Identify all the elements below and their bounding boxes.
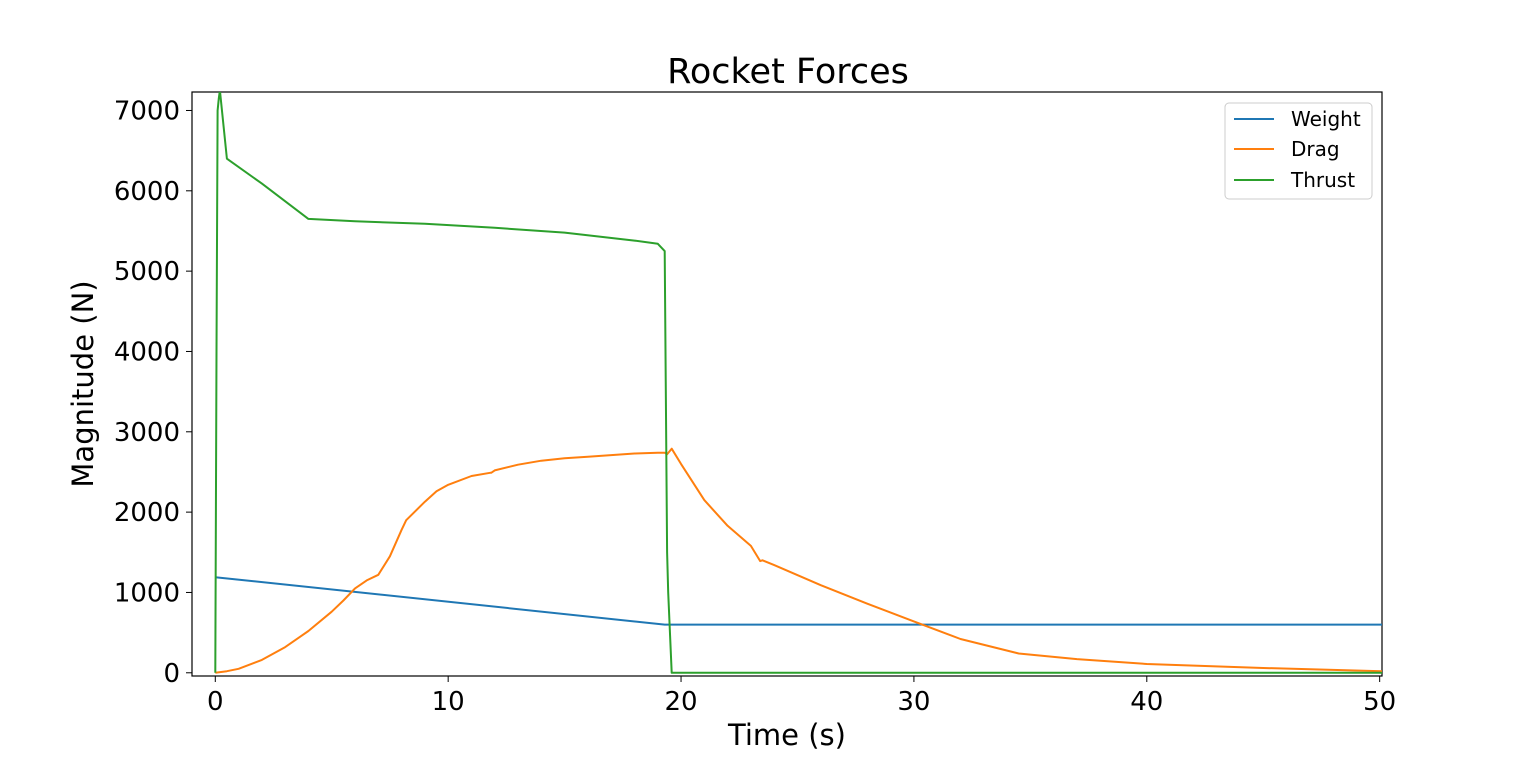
legend-label-drag: Drag <box>1291 137 1340 161</box>
y-tick-label: 4000 <box>114 337 180 367</box>
legend-label-thrust: Thrust <box>1290 168 1355 192</box>
y-tick-label: 0 <box>163 659 180 689</box>
y-axis-label: Magnitude (N) <box>66 280 100 487</box>
series-line-thrust <box>214 92 1382 674</box>
y-tick-label: 2000 <box>114 498 180 528</box>
x-tick-label: 50 <box>1363 687 1396 717</box>
series-line-drag <box>215 447 1382 674</box>
x-tick-label: 40 <box>1130 687 1163 717</box>
x-tick-label: 0 <box>207 687 224 717</box>
plot-area-frame <box>191 91 1383 677</box>
x-axis-ticks: 0 10 20 30 40 50 <box>207 676 1396 717</box>
series-layer <box>214 92 1382 674</box>
legend-box <box>1224 102 1373 200</box>
legend-label-weight: Weight <box>1291 107 1361 131</box>
chart-title: Rocket Forces <box>667 52 909 92</box>
y-tick-label: 1000 <box>114 578 180 608</box>
y-tick-label: 7000 <box>114 96 180 126</box>
series-line-weight <box>215 576 1382 626</box>
x-axis-label: Time (s) <box>727 718 846 752</box>
y-tick-label: 5000 <box>114 257 180 287</box>
x-tick-label: 10 <box>432 687 465 717</box>
x-tick-label: 30 <box>897 687 930 717</box>
y-tick-label: 3000 <box>114 418 180 448</box>
y-tick-label: 6000 <box>114 177 180 207</box>
legend: Weight Drag Thrust <box>1224 102 1373 200</box>
y-axis-ticks: 0 1000 2000 3000 4000 5000 6000 7000 <box>114 96 192 689</box>
x-tick-label: 20 <box>664 687 697 717</box>
